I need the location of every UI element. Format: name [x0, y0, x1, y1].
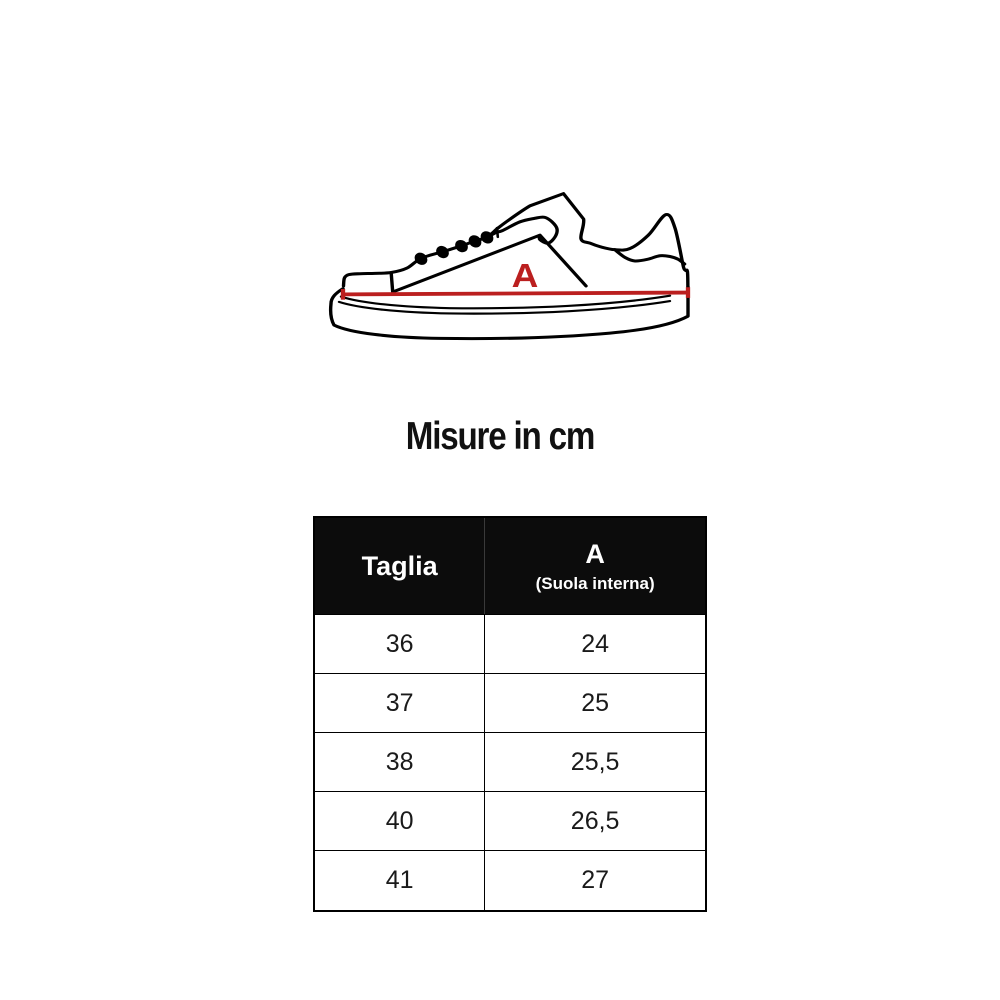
svg-text:A: A	[512, 258, 539, 295]
